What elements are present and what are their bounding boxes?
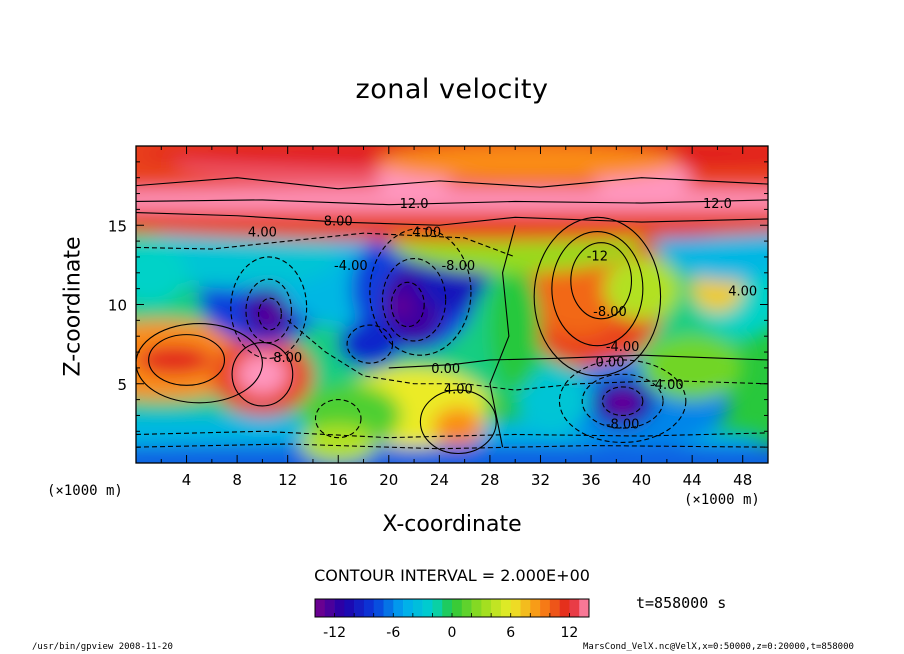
chart-title: zonal velocity xyxy=(355,74,549,105)
contour-label-6: -8.00 xyxy=(441,259,475,274)
x-tick-label-1: 8 xyxy=(232,471,242,489)
x-tick-label-11: 48 xyxy=(733,471,752,489)
contour-label-9: -8.00 xyxy=(593,305,627,320)
time-label: t=858000 s xyxy=(636,594,727,612)
x-unit-label: (×1000 m) xyxy=(684,492,760,508)
contour-label-12: 0.00 xyxy=(431,362,460,377)
x-tick-label-8: 36 xyxy=(581,471,600,489)
contour-label-0: 12.0 xyxy=(400,197,429,212)
contour-label-10: -4.00 xyxy=(606,340,640,355)
contour-label-4: 4.00 xyxy=(412,226,441,241)
y-axis-label: Z-coordinate xyxy=(60,236,86,377)
x-axis: 4 8 12 16 20 24 28 32 36 40 44 48 xyxy=(135,146,769,489)
x-tick-label-6: 28 xyxy=(480,471,499,489)
contour-label-14: 4.00 xyxy=(444,383,473,398)
contour-label-8: 4.00 xyxy=(728,284,757,299)
y-tick-label-2: 15 xyxy=(108,217,127,235)
x-tick-label-7: 32 xyxy=(531,471,550,489)
x-tick-label-0: 4 xyxy=(182,471,192,489)
colorbar-tick-1: -6 xyxy=(386,625,400,641)
contour-label-layer: 12.0 12.0 8.00 4.00 4.00 -4.00 -8.00 -12 4.00 -8.… xyxy=(248,197,757,432)
x-tick-label-5: 24 xyxy=(430,471,449,489)
contour-label-1: 12.0 xyxy=(703,197,732,212)
colorbar-tick-2: 0 xyxy=(448,625,457,641)
colorbar-tick-4: 12 xyxy=(561,625,579,641)
y-unit-label: (×1000 m) xyxy=(47,483,123,499)
y-tick-label-1: 10 xyxy=(108,297,127,315)
contour-label-3: 4.00 xyxy=(248,226,277,241)
y-axis: 5 10 15 xyxy=(108,145,768,464)
x-tick-label-2: 12 xyxy=(278,471,297,489)
x-axis-label: X-coordinate xyxy=(382,512,522,537)
contour-interval-label: CONTOUR INTERVAL = 2.000E+00 xyxy=(314,566,590,585)
x-tick-label-3: 16 xyxy=(329,471,348,489)
contour-label-7: -12 xyxy=(587,249,608,264)
colorbar-tick-3: 6 xyxy=(506,625,515,641)
footer-right: MarsCond_VelX.nc@VelX,x=0:50000,z=0:2000… xyxy=(583,642,854,652)
contour-label-5: -4.00 xyxy=(334,259,368,274)
colorbar-tick-0: -12 xyxy=(323,625,346,641)
contour-label-13: -4.00 xyxy=(650,378,684,393)
velocity-field xyxy=(136,146,768,463)
contour-label-11: 0.00 xyxy=(596,356,625,371)
contour-label-16: 8.00 xyxy=(273,351,302,366)
footer-left: /usr/bin/gpview 2008-11-20 xyxy=(32,642,173,652)
x-tick-label-10: 44 xyxy=(683,471,702,489)
contour-label-15: -8.00 xyxy=(606,417,640,432)
y-tick-label-0: 5 xyxy=(117,376,127,394)
contour-lines xyxy=(136,177,768,455)
x-tick-label-4: 20 xyxy=(379,471,398,489)
colorbar: -12 -6 0 6 12 xyxy=(314,598,590,641)
x-tick-label-9: 40 xyxy=(632,471,651,489)
contour-label-2: 8.00 xyxy=(324,215,353,230)
